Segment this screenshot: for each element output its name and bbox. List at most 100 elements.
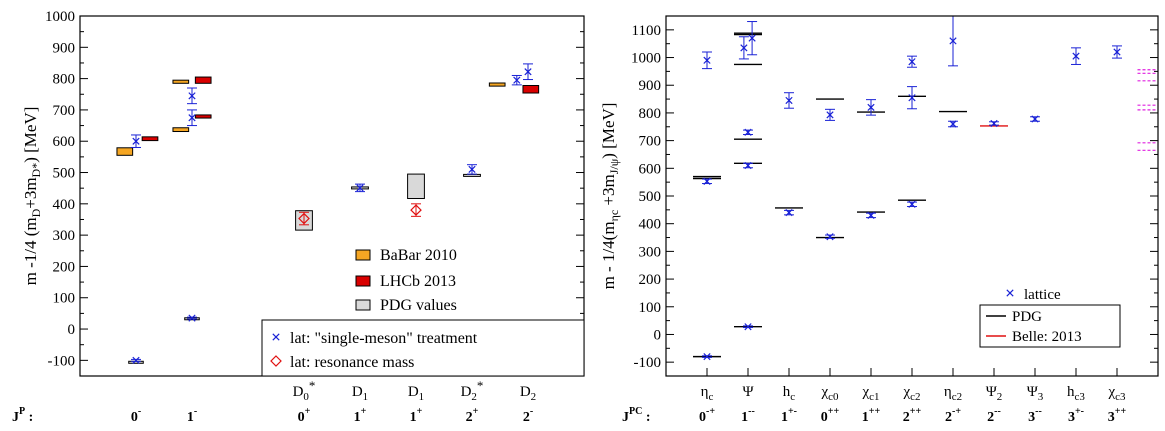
legend-swatch-1: [355, 275, 371, 287]
y-tick-label: 800: [53, 72, 76, 88]
lattice-point-6: [744, 161, 752, 170]
lattice-point-19: [990, 119, 998, 128]
y-tick-label: 500: [639, 189, 662, 205]
jpc-label-6: 2-+: [945, 406, 961, 425]
lat-single-point-1: [132, 356, 140, 364]
state-label-1: D1: [352, 384, 368, 403]
legend-marker-lattice: [1006, 289, 1014, 297]
state-label-4: D2: [520, 384, 536, 403]
state-label-8: Ψ3: [1027, 384, 1044, 403]
lattice-point-12: [867, 103, 875, 112]
right-y-axis-label: m - 1/4(mηc +3mJ/ψ) [MeV]: [599, 103, 621, 290]
lat-single-point-2: [188, 92, 196, 100]
jp-label-3: 1+: [354, 406, 367, 425]
y-tick-label: 100: [639, 300, 662, 316]
lhcb-box-2: [194, 114, 212, 119]
right-x-ticks: [706, 368, 1118, 376]
jp-label-5: 2+: [466, 406, 479, 425]
y-tick-label: 1100: [632, 23, 661, 39]
lattice-point-14: [908, 58, 916, 66]
lattice-point-4: [748, 34, 756, 42]
y-tick-label: 900: [53, 40, 76, 56]
y-tick-label: 700: [53, 103, 76, 119]
pdg-box-3: [463, 173, 481, 177]
jp-label-1: 1-: [187, 406, 197, 425]
lhcb-box-3: [522, 84, 540, 94]
y-tick-label: 300: [53, 228, 76, 244]
y-tick-label: 700: [639, 134, 662, 150]
lattice-point-5: [744, 128, 752, 136]
jpc-label-7: 2--: [987, 406, 1001, 425]
lattice-point-21: [1072, 52, 1080, 60]
jp-label-6: 2-: [523, 406, 533, 425]
y-tick-label: 500: [53, 166, 76, 182]
y-tick-label: 600: [53, 134, 76, 150]
lhcb-box-1: [194, 76, 212, 84]
lattice-point-15: [908, 94, 916, 102]
jp-label-4: 1+: [410, 406, 423, 425]
lat-single-point-0: [132, 137, 140, 145]
jp-label-2: 0+: [298, 406, 311, 425]
state-label-2: hc: [783, 384, 796, 403]
legend-label-2: PDG values: [380, 297, 457, 314]
y-tick-label: 900: [639, 78, 662, 94]
lattice-point-13: [867, 211, 875, 220]
lat-res-point-1: [410, 204, 422, 216]
left-y-ticks: -100 0 100 200 300 400 500 600 700 800 900 1000: [45, 9, 584, 377]
state-label-3: χc0: [820, 384, 839, 403]
jpc-label-5: 2++: [903, 406, 922, 425]
state-label-9: hc3: [1067, 384, 1085, 403]
jpc-label-10: 3++: [1108, 406, 1127, 425]
legend-label-pdg: PDG: [1012, 309, 1042, 325]
y-tick-label: -100: [48, 353, 76, 369]
lattice-point-18: [949, 120, 957, 128]
jpc-label-8: 3--: [1028, 406, 1042, 425]
lhcb-box-0: [141, 136, 159, 142]
legend-label-lattice: lattice: [1024, 287, 1061, 303]
state-label-3: D2*: [461, 378, 484, 403]
lat-single-point-8: [524, 68, 532, 76]
left-y-axis-label: m -1/4 (mD+3mD*) [MeV]: [21, 107, 43, 286]
legend-marker-lat-single: [272, 333, 280, 341]
legend-label-0: BaBar 2010: [380, 247, 457, 264]
babar-box-2: [172, 127, 190, 133]
babar-box-0: [116, 147, 134, 156]
lattice-point-8: [785, 96, 793, 105]
right-y-ticks: -100 0 100 200 300 400 500 600 700 800 900 1000 1100: [631, 23, 1158, 371]
lattice-point-7: [744, 323, 752, 331]
right-legend: lattice PDG Belle: 2013: [979, 287, 1121, 348]
jpc-label-9: 3+-: [1068, 406, 1084, 425]
lattice-point-1: [703, 177, 711, 185]
y-tick-label: 200: [639, 272, 662, 288]
legend-swatch-0: [355, 249, 371, 261]
lat-single-point-6: [468, 165, 476, 174]
legend-box: [979, 304, 1121, 348]
babar-box-1: [172, 79, 190, 84]
y-tick-label: 0: [654, 327, 662, 343]
jpc-label-1: 1--: [741, 406, 755, 425]
y-tick-label: 1000: [631, 51, 661, 67]
lattice-point-9: [785, 208, 793, 217]
jpc-label-2: 1+-: [781, 406, 797, 425]
state-label-4: χc1: [861, 384, 879, 403]
legend-label-belle: Belle: 2013: [1012, 329, 1082, 345]
state-label-1: Ψ: [742, 384, 754, 400]
y-tick-label: 600: [639, 161, 662, 177]
jpc-prefix: JPC :: [622, 406, 651, 425]
lattice-point-16: [908, 200, 916, 208]
y-tick-label: 100: [53, 291, 76, 307]
state-label-10: χc3: [1107, 384, 1126, 403]
left-legend: BaBar 2010 LHCb 2013 PDG values lat: "singl…: [261, 247, 585, 377]
legend-marker-lat-res: [270, 355, 282, 367]
jpc-label-4: 1++: [862, 406, 881, 425]
y-tick-label: 0: [68, 322, 76, 338]
lattice-point-17: [949, 37, 957, 45]
lattice-point-20: [1031, 115, 1039, 123]
lattice-point-22: [1113, 48, 1121, 56]
lat-single-point-3: [188, 114, 196, 122]
lat-single-point-5: [356, 184, 364, 192]
lattice-point-0: [703, 56, 711, 64]
state-label-7: Ψ2: [986, 384, 1003, 403]
pdg-box-2: [407, 173, 425, 200]
